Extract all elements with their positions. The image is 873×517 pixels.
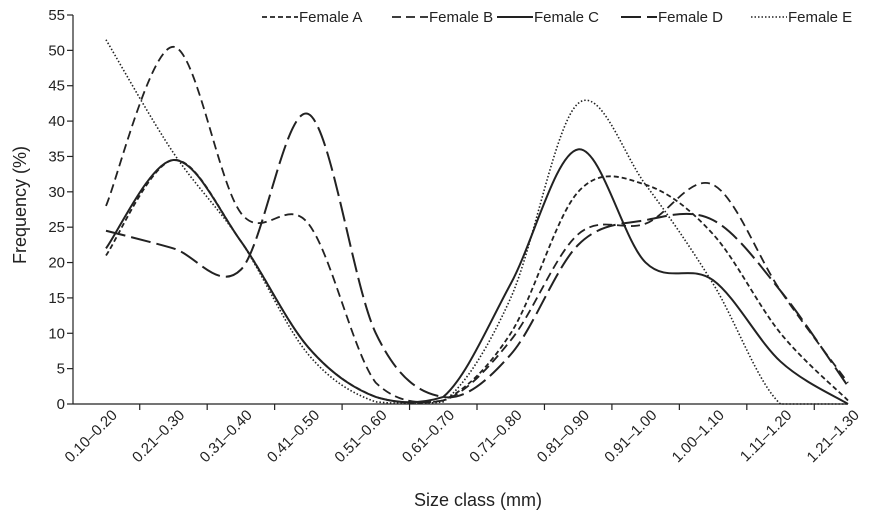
series-line-female-b bbox=[105, 45, 849, 404]
x-tick-label: 0.10–0.20 bbox=[62, 407, 121, 466]
x-tick-label: 0.41–0.50 bbox=[264, 407, 323, 466]
x-tick-label: 0.31–0.40 bbox=[197, 407, 256, 466]
legend-item: Female E bbox=[751, 9, 852, 26]
y-tick-label: 15 bbox=[48, 290, 65, 307]
series-line-female-e bbox=[105, 39, 848, 405]
x-tick-label: 1.00–1.10 bbox=[669, 407, 728, 466]
y-tick-label: 45 bbox=[48, 78, 65, 95]
series-line-female-d bbox=[105, 112, 849, 399]
y-tick-label: 55 bbox=[48, 7, 65, 24]
series-line-female-c bbox=[105, 148, 849, 405]
legend-item: Female D bbox=[621, 9, 723, 26]
y-axis-title: Frequency (%) bbox=[10, 146, 30, 264]
legend: Female A Female B Female C Female D Female E bbox=[262, 9, 852, 26]
legend-label: Female C bbox=[534, 9, 599, 26]
y-tick-label: 40 bbox=[48, 113, 65, 130]
plot-area: 0 5 10 15 20 25 30 35 40 45 50 55 0.10–0.20 0.21–0.30… bbox=[48, 7, 863, 466]
x-tick-label: 0.81–0.90 bbox=[534, 407, 593, 466]
y-tick-label: 50 bbox=[48, 42, 65, 59]
x-tick-label: 0.61–0.70 bbox=[399, 407, 458, 466]
y-tick-label: 0 bbox=[57, 396, 65, 413]
x-tick-label: 0.71–0.80 bbox=[466, 407, 525, 466]
y-tick-label: 25 bbox=[48, 219, 65, 236]
x-tick-label: 1.11–1.20 bbox=[737, 407, 795, 465]
x-tick-label: 0.51–0.60 bbox=[331, 407, 390, 466]
x-axis-title: Size class (mm) bbox=[414, 490, 542, 510]
legend-item: Female A bbox=[262, 9, 362, 26]
legend-item: Female B bbox=[392, 9, 493, 26]
y-tick-label: 20 bbox=[48, 255, 65, 272]
series-line-female-a bbox=[105, 159, 849, 404]
y-tick-label: 35 bbox=[48, 148, 65, 165]
y-tick-label: 10 bbox=[48, 325, 65, 342]
legend-label: Female A bbox=[299, 9, 362, 26]
legend-item: Female C bbox=[497, 9, 599, 26]
x-tick-label: 0.21–0.30 bbox=[129, 407, 188, 466]
x-tick-label: 0.91–1.00 bbox=[601, 407, 660, 466]
y-tick-label: 5 bbox=[57, 361, 65, 378]
y-tick-label: 30 bbox=[48, 184, 65, 201]
legend-label: Female B bbox=[429, 9, 493, 26]
legend-label: Female E bbox=[788, 9, 852, 26]
x-tick-label: 1.21–1.30 bbox=[804, 407, 863, 466]
legend-label: Female D bbox=[658, 9, 723, 26]
